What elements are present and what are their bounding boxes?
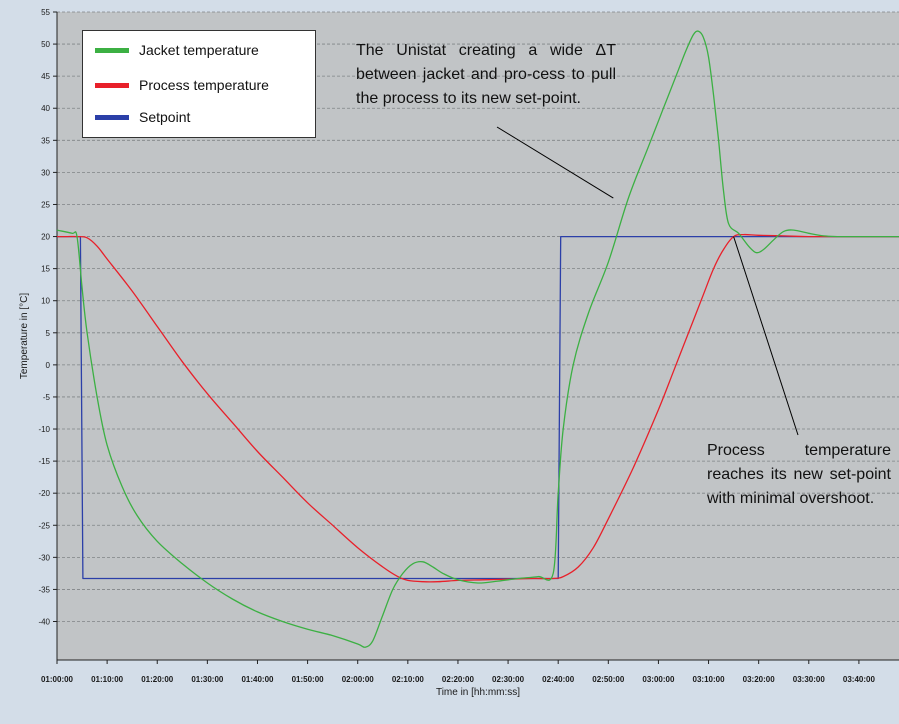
legend-item-jacket: Jacket temperature: [95, 40, 259, 60]
legend: Jacket temperature Process temperature S…: [82, 30, 316, 138]
x-tick-label: 03:30:00: [793, 675, 826, 684]
series-layer: [56, 30, 899, 648]
y-tick-label: 0: [46, 361, 51, 370]
x-tick-label: 01:10:00: [91, 675, 124, 684]
y-tick-label: 10: [41, 297, 50, 306]
y-tick-label: 25: [41, 200, 50, 209]
x-tick-label: 01:30:00: [191, 675, 224, 684]
leader-layer: [496, 126, 799, 436]
x-tick-label: 02:00:00: [342, 675, 375, 684]
x-tick-label: 01:40:00: [241, 675, 274, 684]
y-tick-label: 5: [46, 329, 51, 338]
legend-item-setpoint: Setpoint: [95, 107, 190, 127]
y-tick-label: 45: [41, 72, 50, 81]
y-tick-label: -15: [38, 457, 50, 466]
annotation-process-overshoot: Process temperature reaches its new set-…: [707, 442, 891, 507]
y-tick-label: -35: [38, 585, 50, 594]
y-tick-label: -10: [38, 425, 50, 434]
y-tick-label: 30: [41, 168, 50, 177]
x-tick-label: 03:00:00: [642, 675, 675, 684]
x-tick-labels: 01:00:00 01:10:00 01:20:00 01:30:00 01:40:00…: [41, 675, 875, 684]
y-tick-labels: 5550454035302520151050-5-10-15-20-25-30-…: [38, 8, 50, 627]
x-tick-label: 02:10:00: [392, 675, 425, 684]
x-tick-label: 02:30:00: [492, 675, 525, 684]
y-tick-label: 50: [41, 40, 50, 49]
y-tick-label: -25: [38, 521, 50, 530]
series-line-jacket: [56, 30, 899, 648]
y-tick-label: 15: [41, 265, 50, 274]
y-tick-label: 55: [41, 8, 50, 17]
y-tick-label: 40: [41, 104, 50, 113]
legend-label-jacket: Jacket temperature: [139, 42, 259, 58]
y-tick-label: 20: [41, 233, 50, 242]
x-tick-label: 03:20:00: [743, 675, 776, 684]
legend-swatch-jacket: [95, 47, 129, 53]
annotation-1-leader: [496, 126, 614, 199]
x-tick-label: 02:50:00: [592, 675, 625, 684]
y-tick-label: 35: [41, 136, 50, 145]
legend-swatch-process: [95, 82, 129, 88]
x-tick-label: 03:40:00: [843, 675, 876, 684]
y-tick-label: -5: [43, 393, 51, 402]
y-tick-label: -30: [38, 553, 50, 562]
annotation-jacket-delta-t: The Unistat creating a wide ΔT between j…: [356, 42, 616, 107]
axes-layer: [53, 11, 899, 664]
x-tick-label: 02:40:00: [542, 675, 575, 684]
x-tick-label: 02:20:00: [442, 675, 475, 684]
y-tick-label: -20: [38, 489, 50, 498]
legend-item-process: Process temperature: [95, 75, 269, 95]
x-axis-title: Time in [hh:mm:ss]: [436, 687, 520, 698]
x-tick-label: 01:00:00: [41, 675, 74, 684]
legend-swatch-setpoint: [95, 114, 129, 120]
x-tick-label: 01:50:00: [292, 675, 325, 684]
legend-label-setpoint: Setpoint: [139, 109, 191, 125]
y-axis-title: Temperature in [°C]: [19, 293, 30, 379]
annotation-2-leader: [733, 236, 799, 436]
legend-label-process: Process temperature: [139, 77, 269, 93]
x-tick-label: 01:20:00: [141, 675, 174, 684]
series-line-process: [56, 233, 899, 583]
y-tick-label: -40: [38, 618, 50, 627]
x-tick-label: 03:10:00: [693, 675, 726, 684]
